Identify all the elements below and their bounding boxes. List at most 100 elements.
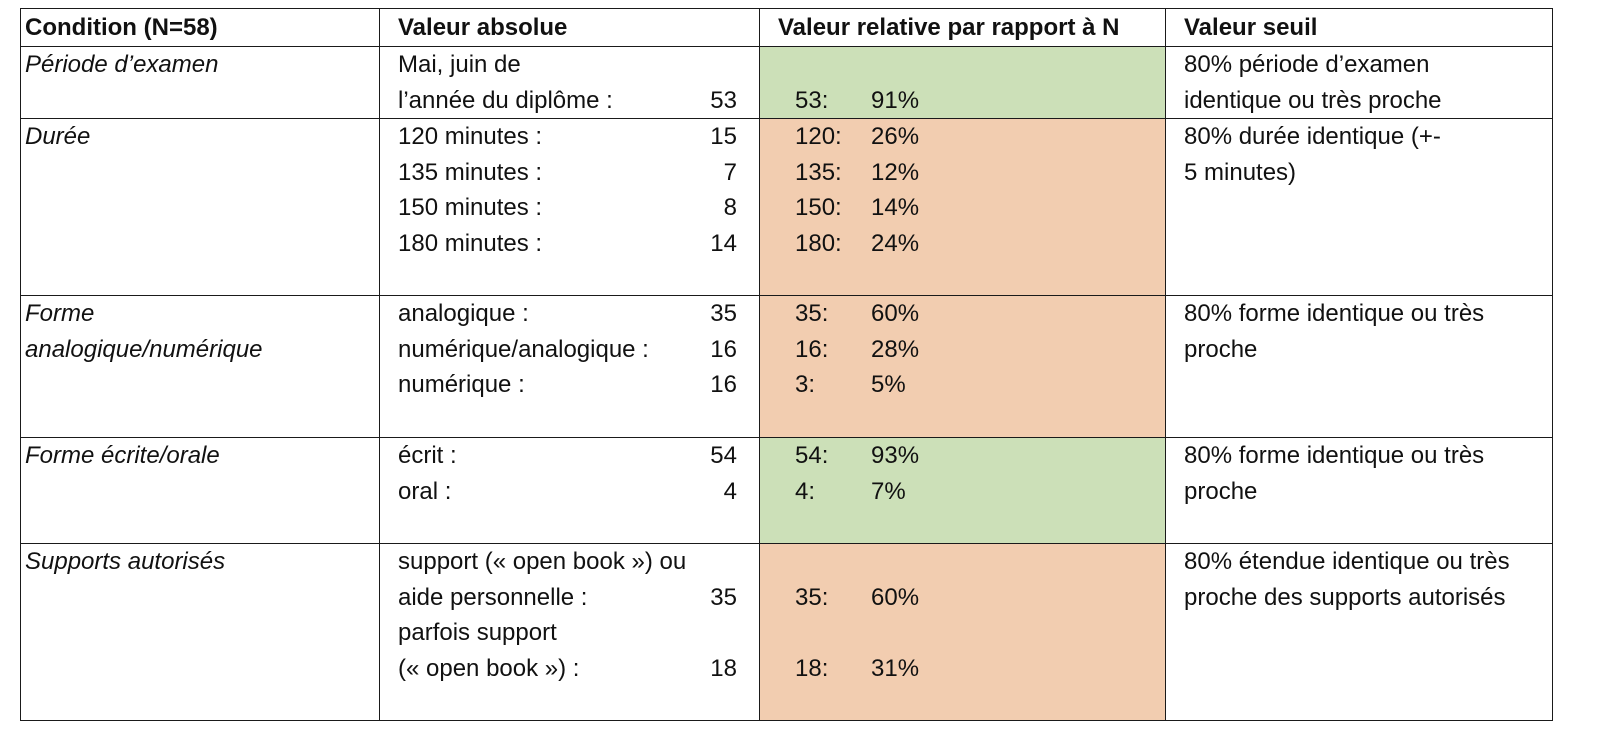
relative-key-text: 35: xyxy=(795,300,829,327)
absolute-value: 18 xyxy=(710,654,737,682)
absolute-label: support (« open book ») ou xyxy=(398,548,687,575)
relative-key: 180: xyxy=(760,226,855,262)
condition-cell: Forme écrite/orale xyxy=(20,437,380,544)
header-condition: Condition (N=58) xyxy=(20,8,380,47)
absolute-line: parfois support xyxy=(380,615,759,651)
absolute-value xyxy=(697,544,737,580)
threshold-cell: 80% forme identique ou très proche xyxy=(1165,295,1553,438)
relative-line: 150: 14% xyxy=(760,190,1165,226)
relative-percent: 26% xyxy=(871,123,920,150)
relative-key xyxy=(760,47,855,83)
threshold-cell: 80% étendue identique ou très proche des … xyxy=(1165,543,1553,721)
relative-line xyxy=(760,615,1165,651)
relative-line: 54: 93% xyxy=(760,438,1165,474)
relative-key-text: 135: xyxy=(795,158,842,186)
relative-percent xyxy=(855,544,871,580)
absolute-line: l’année du diplôme : 53 xyxy=(380,83,759,119)
relative-key-text: 150: xyxy=(795,194,842,221)
relative-percent: 5% xyxy=(871,371,906,398)
relative-key: 35: xyxy=(760,580,855,616)
table-row: Forme écrite/orale écrit : 54 oral : 4 54: 93%… xyxy=(20,437,1553,544)
relative-cell: 54: 93% 4: 7% xyxy=(759,437,1166,544)
threshold-line: proche des supports autorisés xyxy=(1184,583,1506,611)
absolute-line: 180 minutes : 14 xyxy=(380,226,759,262)
absolute-value: 14 xyxy=(710,229,737,257)
condition-label: analogique/numérique xyxy=(25,335,263,363)
absolute-cell: support (« open book ») ou aide personnel… xyxy=(379,543,760,721)
condition-label: Supports autorisés xyxy=(25,548,226,575)
relative-key xyxy=(760,615,855,651)
absolute-cell: Mai, juin de l’année du diplôme : 53 xyxy=(379,46,760,119)
relative-percent: 60% xyxy=(871,300,920,327)
condition-cell: Forme analogique/numérique xyxy=(20,295,380,438)
absolute-value: 53 xyxy=(710,86,737,114)
relative-key-text: 18: xyxy=(795,654,829,682)
absolute-label: numérique : xyxy=(398,371,525,398)
table-row: Forme analogique/numérique analogique : 35 n… xyxy=(20,295,1553,438)
relative-key-text: 53: xyxy=(795,86,829,114)
relative-key: 53: xyxy=(760,83,855,119)
relative-percent xyxy=(855,615,871,651)
absolute-label: parfois support xyxy=(398,619,557,646)
relative-cell: 35: 60% 18: 31% xyxy=(759,543,1166,721)
absolute-label: 120 minutes : xyxy=(398,123,543,150)
relative-line: 4: 7% xyxy=(760,474,1165,510)
absolute-value xyxy=(697,615,737,651)
relative-percent xyxy=(855,47,871,83)
threshold-cell: 80% période d’examen identique ou très pr… xyxy=(1165,46,1553,119)
relative-key: 4: xyxy=(760,474,855,510)
absolute-value: 16 xyxy=(710,335,737,363)
relative-key: 150: xyxy=(760,190,855,226)
relative-key-text: 35: xyxy=(795,583,829,611)
absolute-line: Mai, juin de xyxy=(380,47,759,83)
absolute-label: aide personnelle : xyxy=(398,583,588,611)
header-row: Condition (N=58) Valeur absolue Valeur r… xyxy=(20,8,1553,47)
absolute-line: 120 minutes : 15 xyxy=(380,119,759,155)
relative-key: 54: xyxy=(760,438,855,474)
threshold-line: 80% durée identique (+- xyxy=(1184,123,1441,150)
relative-key-text: 120: xyxy=(795,123,842,150)
condition-cell: Supports autorisés xyxy=(20,543,380,721)
relative-percent: 14% xyxy=(871,194,920,221)
absolute-line: analogique : 35 xyxy=(380,296,759,332)
threshold-line: 80% période d’examen xyxy=(1184,51,1430,78)
absolute-value: 15 xyxy=(710,123,737,150)
absolute-label: numérique/analogique : xyxy=(398,335,649,363)
threshold-line: 80% forme identique ou très xyxy=(1184,442,1485,469)
relative-line: 120: 26% xyxy=(760,119,1165,155)
absolute-cell: 120 minutes : 15 135 minutes : 7 150 minutes… xyxy=(379,118,760,296)
relative-key: 18: xyxy=(760,651,855,687)
conditions-table: Condition (N=58) Valeur absolue Valeur r… xyxy=(20,8,1553,721)
condition-label: Durée xyxy=(25,123,91,150)
absolute-line: 135 minutes : 7 xyxy=(380,155,759,191)
absolute-label: (« open book ») : xyxy=(398,654,580,682)
absolute-line: numérique/analogique : 16 xyxy=(380,332,759,368)
relative-percent: 31% xyxy=(871,654,920,682)
table-row: Supports autorisés support (« open book »… xyxy=(20,543,1553,721)
absolute-label: Mai, juin de xyxy=(398,51,521,78)
absolute-label: 180 minutes : xyxy=(398,229,543,257)
absolute-label: oral : xyxy=(398,477,452,505)
relative-percent: 24% xyxy=(871,229,920,257)
condition-label: Forme écrite/orale xyxy=(25,442,220,469)
absolute-label: 150 minutes : xyxy=(398,194,543,221)
relative-key: 120: xyxy=(760,119,855,155)
relative-cell: 120: 26% 135: 12% 150: 14% 180: 24% xyxy=(759,118,1166,296)
table-row: Durée 120 minutes : 15 135 minutes : 7 150 mi… xyxy=(20,118,1553,296)
absolute-label: 135 minutes : xyxy=(398,158,543,186)
absolute-label: analogique : xyxy=(398,300,529,327)
absolute-line: numérique : 16 xyxy=(380,367,759,403)
relative-line xyxy=(760,47,1165,83)
threshold-line: proche xyxy=(1184,335,1258,363)
threshold-line: proche xyxy=(1184,477,1258,505)
threshold-line: 5 minutes) xyxy=(1184,158,1297,186)
relative-percent: 28% xyxy=(871,335,920,363)
absolute-value xyxy=(697,47,737,83)
relative-key: 3: xyxy=(760,367,855,403)
absolute-line: oral : 4 xyxy=(380,474,759,510)
relative-percent: 93% xyxy=(871,442,920,469)
relative-cell: 35: 60% 16: 28% 3: 5% xyxy=(759,295,1166,438)
header-threshold: Valeur seuil xyxy=(1165,8,1553,47)
absolute-label: écrit : xyxy=(398,442,457,469)
relative-line: 35: 60% xyxy=(760,296,1165,332)
